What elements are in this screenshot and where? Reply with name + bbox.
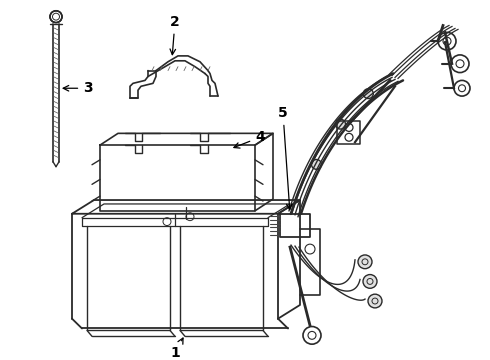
Text: 4: 4	[234, 130, 265, 148]
Circle shape	[368, 294, 382, 308]
Text: 2: 2	[170, 14, 180, 55]
Text: 3: 3	[63, 81, 93, 95]
Circle shape	[363, 89, 373, 99]
Circle shape	[363, 275, 377, 288]
Circle shape	[358, 255, 372, 269]
Text: 5: 5	[278, 106, 292, 210]
Circle shape	[312, 159, 321, 169]
Circle shape	[336, 119, 345, 129]
Text: 1: 1	[170, 338, 183, 360]
